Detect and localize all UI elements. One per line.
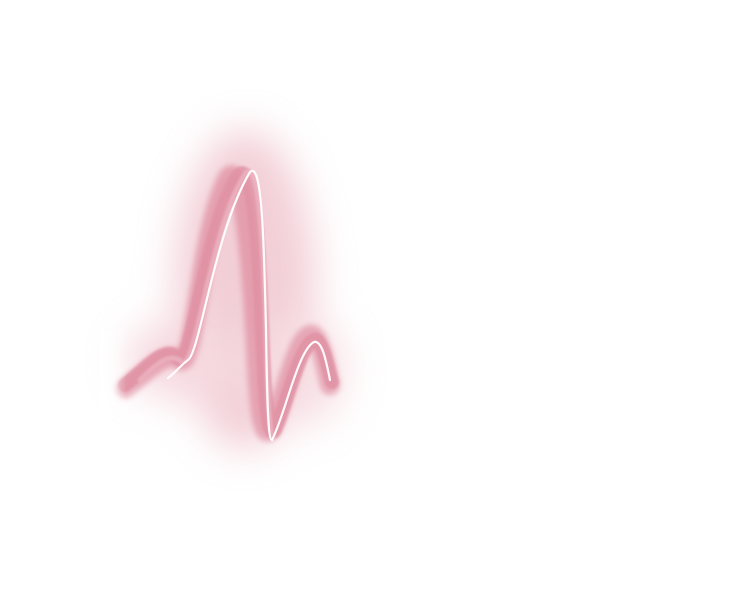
left-fade (100, 330, 220, 420)
